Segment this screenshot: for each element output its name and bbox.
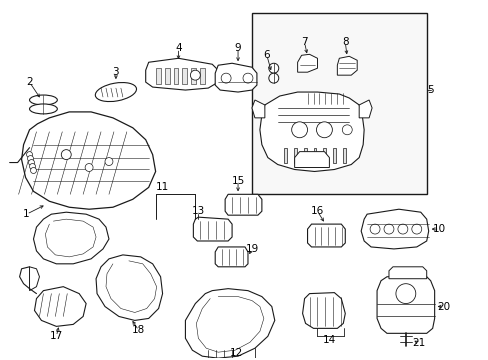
Circle shape [411, 224, 421, 234]
Ellipse shape [95, 82, 136, 102]
Text: 17: 17 [50, 331, 63, 341]
Polygon shape [294, 152, 329, 167]
Circle shape [61, 150, 71, 159]
Polygon shape [35, 287, 86, 327]
Polygon shape [193, 217, 232, 241]
Polygon shape [191, 68, 196, 84]
Circle shape [30, 167, 37, 174]
Polygon shape [323, 148, 326, 163]
Text: 13: 13 [191, 206, 204, 216]
Polygon shape [259, 92, 364, 171]
Polygon shape [29, 267, 40, 291]
Circle shape [28, 159, 35, 166]
Circle shape [105, 158, 113, 166]
Circle shape [383, 224, 393, 234]
Polygon shape [361, 209, 428, 249]
Text: 18: 18 [132, 325, 145, 336]
Text: 5: 5 [427, 85, 433, 95]
Circle shape [369, 224, 379, 234]
Polygon shape [173, 68, 178, 84]
Polygon shape [376, 277, 434, 333]
Circle shape [316, 122, 332, 138]
Circle shape [397, 224, 407, 234]
Text: 4: 4 [175, 43, 182, 53]
Circle shape [395, 284, 415, 303]
Text: 15: 15 [231, 176, 244, 186]
Polygon shape [337, 56, 356, 75]
Polygon shape [224, 194, 262, 215]
Ellipse shape [29, 104, 57, 114]
Text: 10: 10 [432, 224, 445, 234]
Polygon shape [164, 68, 169, 84]
Text: 9: 9 [234, 43, 241, 53]
Polygon shape [182, 68, 187, 84]
Circle shape [291, 122, 307, 138]
Text: 3: 3 [112, 67, 119, 77]
Circle shape [85, 163, 93, 171]
Text: 1: 1 [23, 209, 30, 219]
Polygon shape [359, 100, 371, 118]
Polygon shape [155, 68, 160, 84]
Polygon shape [388, 267, 426, 279]
Text: 19: 19 [245, 244, 258, 254]
Circle shape [26, 152, 32, 158]
Polygon shape [200, 68, 205, 84]
Ellipse shape [29, 95, 57, 105]
Circle shape [268, 63, 278, 73]
Polygon shape [215, 63, 256, 92]
Text: 8: 8 [341, 37, 348, 48]
Text: 16: 16 [310, 206, 324, 216]
Polygon shape [302, 293, 345, 328]
Polygon shape [21, 112, 155, 209]
Polygon shape [293, 148, 296, 163]
Polygon shape [145, 58, 218, 90]
Polygon shape [303, 148, 306, 163]
Polygon shape [307, 224, 345, 247]
Text: 6: 6 [263, 50, 269, 60]
Text: 11: 11 [156, 183, 169, 192]
Circle shape [243, 73, 252, 83]
Text: 12: 12 [229, 348, 242, 358]
Circle shape [190, 70, 200, 80]
Polygon shape [343, 148, 346, 163]
Polygon shape [215, 247, 247, 267]
Polygon shape [297, 54, 317, 72]
Polygon shape [313, 148, 316, 163]
Text: 14: 14 [322, 335, 335, 345]
Polygon shape [283, 148, 286, 163]
Circle shape [268, 73, 278, 83]
Text: 20: 20 [436, 302, 449, 311]
Text: 2: 2 [26, 77, 33, 87]
Polygon shape [34, 212, 109, 264]
Circle shape [27, 156, 34, 162]
Polygon shape [96, 255, 162, 320]
Polygon shape [185, 289, 274, 358]
Circle shape [29, 163, 36, 170]
Text: 7: 7 [301, 37, 307, 48]
Polygon shape [251, 100, 264, 118]
Circle shape [342, 125, 351, 135]
Bar [251, 13, 426, 194]
Polygon shape [333, 148, 336, 163]
Text: 21: 21 [411, 338, 425, 348]
Circle shape [221, 73, 231, 83]
